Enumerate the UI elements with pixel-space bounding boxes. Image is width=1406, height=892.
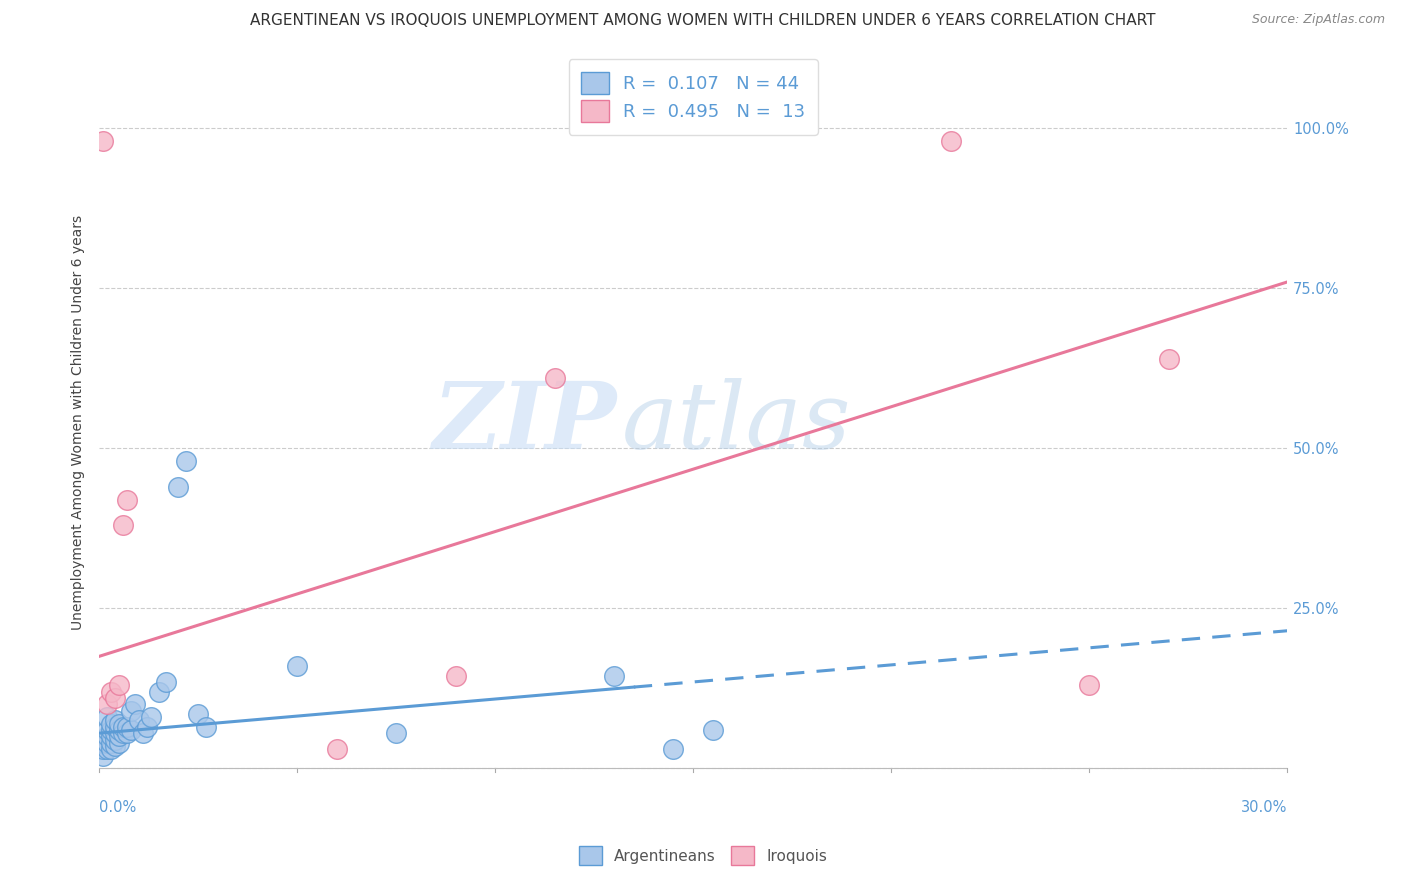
Point — [662, 742, 685, 756]
Point — [96, 730, 118, 744]
Text: atlas: atlas — [621, 377, 852, 467]
Point — [111, 518, 134, 533]
Point — [91, 134, 114, 148]
Point — [120, 704, 142, 718]
Text: ZIP: ZIP — [432, 377, 616, 467]
Point — [603, 668, 626, 682]
Point — [155, 675, 177, 690]
Point — [108, 723, 131, 737]
Point — [104, 690, 127, 705]
Point — [100, 723, 122, 737]
Point — [148, 684, 170, 698]
Point — [195, 720, 218, 734]
Point — [128, 714, 150, 728]
Point — [115, 492, 138, 507]
Point — [385, 726, 408, 740]
Point — [100, 730, 122, 744]
Point — [167, 480, 190, 494]
Point — [96, 698, 118, 712]
Y-axis label: Unemployment Among Women with Children Under 6 years: Unemployment Among Women with Children U… — [72, 215, 86, 631]
Legend: R =  0.107   N = 44, R =  0.495   N =  13: R = 0.107 N = 44, R = 0.495 N = 13 — [569, 59, 818, 135]
Point — [285, 659, 308, 673]
Point — [174, 454, 197, 468]
Point — [111, 720, 134, 734]
Point — [96, 736, 118, 750]
Point — [139, 710, 162, 724]
Text: Source: ZipAtlas.com: Source: ZipAtlas.com — [1251, 13, 1385, 27]
Point — [131, 726, 153, 740]
Point — [326, 742, 349, 756]
Point — [96, 710, 118, 724]
Point — [104, 726, 127, 740]
Point — [91, 742, 114, 756]
Point — [100, 684, 122, 698]
Point — [104, 739, 127, 753]
Point — [115, 726, 138, 740]
Point — [104, 720, 127, 734]
Point — [108, 730, 131, 744]
Point — [100, 742, 122, 756]
Text: ARGENTINEAN VS IROQUOIS UNEMPLOYMENT AMONG WOMEN WITH CHILDREN UNDER 6 YEARS COR: ARGENTINEAN VS IROQUOIS UNEMPLOYMENT AMO… — [250, 13, 1156, 29]
Point — [104, 714, 127, 728]
Point — [543, 371, 565, 385]
Point — [96, 723, 118, 737]
Point — [111, 726, 134, 740]
Text: 30.0%: 30.0% — [1241, 800, 1288, 815]
Point — [108, 716, 131, 731]
Point — [124, 698, 146, 712]
Point — [100, 736, 122, 750]
Point — [135, 720, 157, 734]
Point — [91, 736, 114, 750]
Point — [1078, 678, 1101, 692]
Point — [108, 736, 131, 750]
Point — [444, 668, 467, 682]
Text: 0.0%: 0.0% — [100, 800, 136, 815]
Legend: Argentineans, Iroquois: Argentineans, Iroquois — [572, 840, 834, 871]
Point — [104, 732, 127, 747]
Point — [702, 723, 724, 737]
Point — [187, 706, 209, 721]
Point — [91, 748, 114, 763]
Point — [108, 678, 131, 692]
Point — [96, 742, 118, 756]
Point — [939, 134, 962, 148]
Point — [1157, 351, 1180, 366]
Point — [115, 720, 138, 734]
Point — [100, 716, 122, 731]
Point — [120, 723, 142, 737]
